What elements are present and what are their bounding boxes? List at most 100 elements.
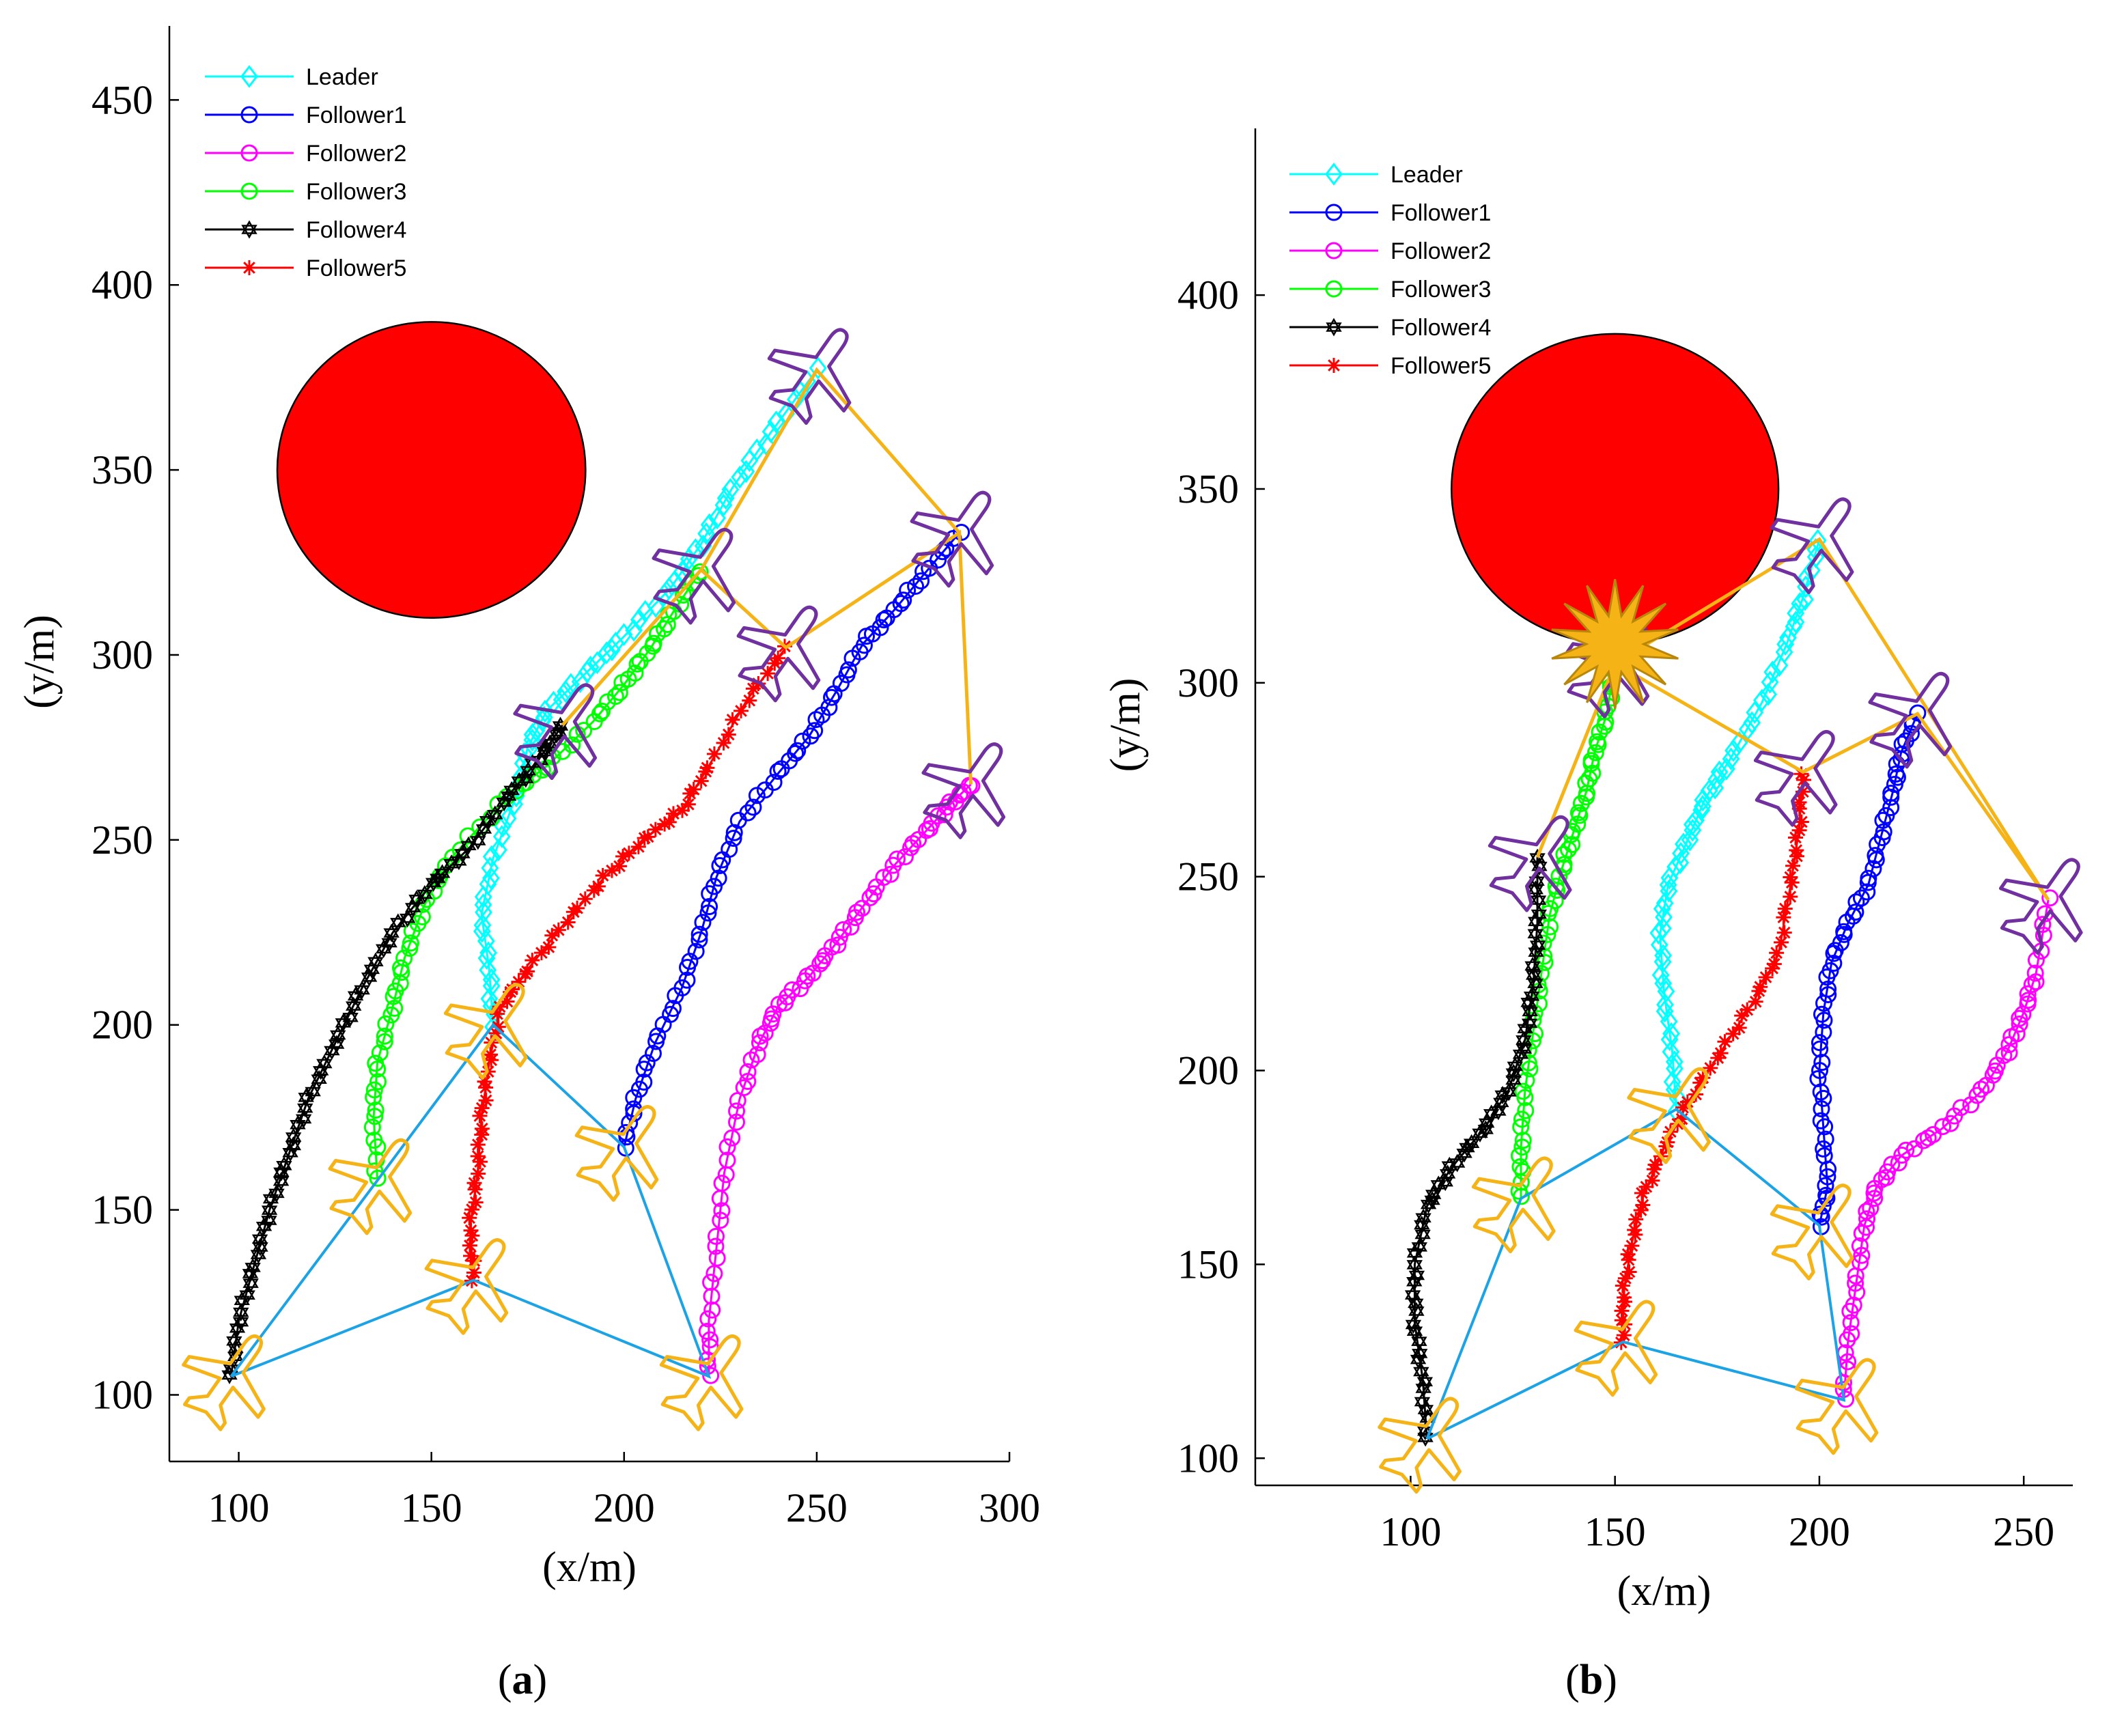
point-a-follower5-60: [674, 802, 690, 818]
point-b-follower4-7: [1413, 1362, 1429, 1381]
point-b-follower1-13: [1812, 1112, 1830, 1130]
point-a-follower2-59: [882, 865, 899, 883]
aircraft-start-icon-a-1: [328, 1138, 413, 1235]
point-a-follower5-1: [466, 1265, 482, 1280]
point-b-leader-49: [1759, 683, 1778, 706]
point-b-follower1-21: [1811, 1034, 1828, 1052]
y-tick-label-a-250: 250: [92, 817, 153, 863]
point-b-follower5-61: [1793, 814, 1809, 830]
legend-marker-b-2: [1325, 242, 1343, 260]
point-b-leader-47: [1746, 701, 1764, 725]
point-b-follower3-40: [1563, 836, 1581, 854]
x-tick-label-b-100: 100: [1380, 1509, 1441, 1554]
point-a-follower4-9: [239, 1285, 255, 1304]
point-b-follower5-48: [1769, 945, 1785, 961]
series-line-a-leader: [480, 369, 818, 1025]
point-a-follower5-55: [640, 829, 656, 845]
point-a-leader-9: [477, 929, 495, 953]
point-b-follower4-45: [1507, 1056, 1523, 1076]
point-a-follower2-21: [723, 1129, 741, 1147]
point-b-follower5-52: [1777, 901, 1793, 916]
point-a-leader-59: [686, 538, 705, 561]
point-a-follower3-18: [386, 999, 404, 1017]
point-b-leader-59: [1791, 592, 1809, 615]
point-b-follower5-44: [1752, 979, 1768, 995]
point-a-follower5-69: [721, 727, 736, 742]
point-a-leader-44: [588, 651, 606, 675]
aircraft-start-icon-b-5: [1574, 1300, 1658, 1397]
point-a-follower2-19: [718, 1151, 736, 1169]
y-tick-label-b-200: 200: [1177, 1048, 1239, 1093]
point-b-leader-51: [1763, 660, 1782, 684]
point-b-follower5-21: [1646, 1162, 1662, 1177]
point-a-follower3-14: [376, 1033, 393, 1050]
point-b-follower5-35: [1710, 1050, 1726, 1066]
point-a-follower1-22: [687, 942, 705, 960]
point-a-follower5-54: [637, 830, 652, 846]
point-a-follower1-19: [678, 971, 696, 989]
point-a-leader-72: [762, 420, 780, 443]
point-b-follower4-23: [1415, 1208, 1431, 1227]
y-axis-label-a: (y/m): [16, 615, 63, 709]
series-line-b-follower1: [1818, 713, 1918, 1226]
point-b-follower1-18: [1811, 1062, 1828, 1080]
point-a-leader-17: [481, 856, 499, 880]
x-tick-label-a-200: 200: [593, 1485, 655, 1530]
point-a-follower5-33: [505, 981, 520, 997]
point-b-follower1-66: [1909, 704, 1927, 722]
point-a-follower1-24: [690, 925, 708, 943]
point-a-follower4-4: [226, 1332, 242, 1351]
x-tick-label-b-250: 250: [1993, 1509, 2054, 1554]
series-line-a-follower4: [229, 725, 563, 1377]
panel-a: 100 150 200 250 300 100 150 200 250 300 350 400 450 (…: [16, 26, 1040, 1703]
aircraft-end-icon-a-1: [910, 490, 994, 588]
point-a-follower5-11: [466, 1175, 482, 1191]
series-line-b-follower4: [1413, 857, 1539, 1440]
point-a-follower3-24: [395, 949, 413, 967]
point-a-follower1-16: [664, 1000, 682, 1018]
point-b-follower4-9: [1412, 1344, 1428, 1363]
point-b-follower2-29: [1890, 1154, 1908, 1172]
point-b-follower5-66: [1793, 766, 1809, 782]
x-tick-label-b-200: 200: [1789, 1509, 1850, 1554]
point-a-follower4-15: [251, 1229, 268, 1248]
point-b-follower3-14: [1521, 1060, 1539, 1078]
point-a-follower1-68: [895, 591, 912, 609]
point-a-follower5-44: [570, 900, 585, 916]
point-b-follower5-39: [1731, 1020, 1747, 1035]
point-a-leader-78: [809, 356, 827, 380]
y-tick-label-b-300: 300: [1177, 660, 1239, 705]
point-b-follower2-53: [2011, 1009, 2028, 1027]
point-a-follower2-53: [848, 904, 865, 921]
point-b-follower5-9: [1621, 1264, 1637, 1280]
legend-label-b-1: Follower1: [1391, 200, 1491, 226]
point-a-follower3-62: [626, 664, 644, 682]
point-b-follower4-31: [1449, 1153, 1466, 1173]
caption-b-label: b: [1580, 1657, 1603, 1703]
series-line-b-follower2: [1843, 899, 2050, 1401]
y-tick-label-b-400: 400: [1177, 272, 1239, 318]
point-a-follower3-5: [363, 1118, 381, 1136]
aircraft-start-icon-b-0: [1378, 1397, 1462, 1494]
point-b-follower5-17: [1635, 1197, 1651, 1213]
point-a-follower2-6: [699, 1310, 717, 1328]
point-b-leader-14: [1651, 963, 1670, 987]
point-a-follower2-39: [783, 981, 801, 998]
point-a-follower1-11: [644, 1045, 662, 1063]
point-a-follower2-17: [713, 1175, 731, 1192]
point-b-follower3-43: [1569, 815, 1587, 833]
point-a-leader-49: [625, 619, 643, 642]
point-b-leader-33: [1687, 809, 1705, 832]
point-a-leader-19: [490, 838, 507, 862]
point-a-follower1-37: [739, 804, 757, 822]
point-a-leader-70: [748, 438, 766, 462]
obstacle-a: [276, 321, 587, 619]
point-a-follower5-8: [464, 1202, 480, 1218]
legend-label-b-4: Follower4: [1391, 315, 1491, 341]
point-a-follower4-20: [268, 1184, 285, 1203]
point-b-follower3-5: [1510, 1147, 1528, 1164]
point-a-follower5-75: [760, 666, 776, 682]
point-a-follower3-58: [606, 688, 624, 705]
point-a-follower2-8: [703, 1287, 721, 1305]
point-a-follower5-56: [647, 822, 663, 837]
